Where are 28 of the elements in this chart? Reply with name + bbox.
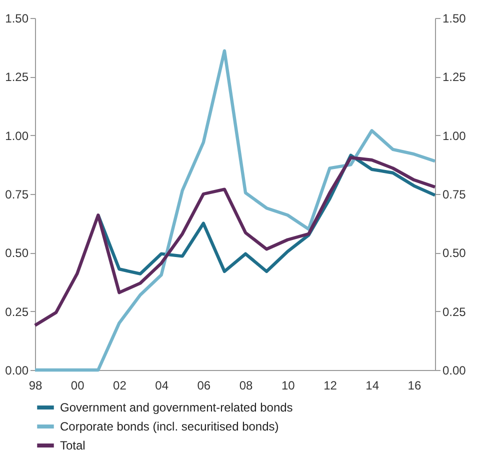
x-tick-label: 02 xyxy=(113,378,127,392)
y-tick-label: 0.75 xyxy=(5,188,29,202)
y-tick-label: 1.50 xyxy=(5,12,29,26)
y-tick-label: 1.00 xyxy=(5,128,29,143)
y2-tick-label: 1.50 xyxy=(442,12,466,26)
x-tick-label: 12 xyxy=(324,378,338,392)
x-tick-label: 16 xyxy=(408,378,422,392)
y-tick-label: 1.25 xyxy=(5,70,29,84)
y2-tick-label: 0.25 xyxy=(442,304,466,319)
legend-label: Total xyxy=(60,438,86,452)
x-tick-label: 10 xyxy=(281,378,296,392)
y2-tick-label: 0.00 xyxy=(442,364,466,378)
y2-tick-label: 1.25 xyxy=(442,70,466,84)
x-tick-label: 00 xyxy=(70,378,85,392)
x-tick-label: 14 xyxy=(366,378,380,392)
x-tick-label: 08 xyxy=(239,378,254,392)
y-tick-label: 0.25 xyxy=(5,304,29,319)
legend-label: Corporate bonds (incl. securitised bonds) xyxy=(60,420,279,434)
legend-label: Government and government-related bonds xyxy=(60,400,293,414)
y2-tick-label: 0.75 xyxy=(442,188,466,202)
y2-tick-label: 0.50 xyxy=(442,246,466,260)
line-series xyxy=(33,156,437,328)
y-tick-label: 0.00 xyxy=(5,364,29,378)
y2-tick-label: 1.00 xyxy=(442,128,466,143)
x-tick-label: 04 xyxy=(155,378,169,392)
x-tick-label: 98 xyxy=(28,378,42,392)
x-tick-label: 06 xyxy=(197,378,211,392)
y-tick-label: 0.50 xyxy=(5,246,29,260)
